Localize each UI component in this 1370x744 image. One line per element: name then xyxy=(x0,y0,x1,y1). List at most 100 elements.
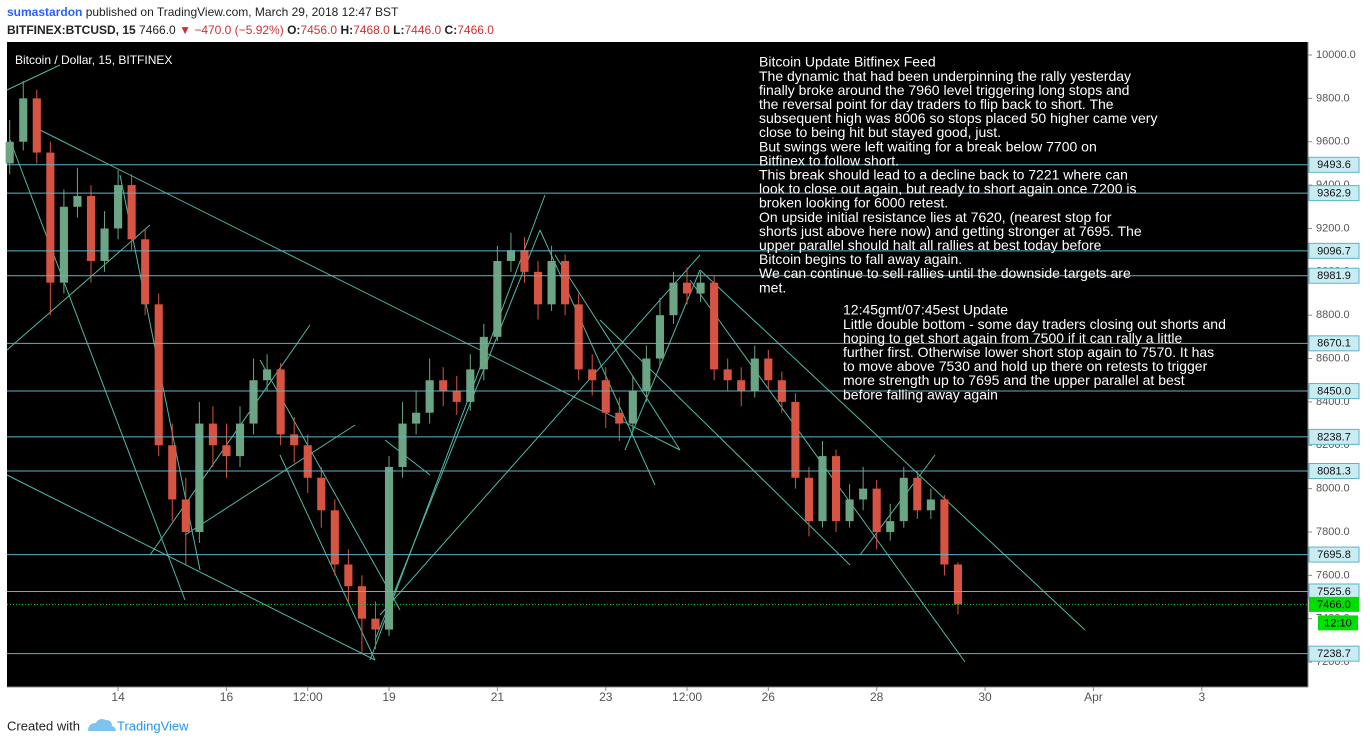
last-price-label: 7466.0 xyxy=(1317,599,1351,611)
x-tick-label: 26 xyxy=(762,690,776,704)
chart-title: Bitcoin / Dollar, 15, BITFINEX xyxy=(15,53,172,67)
trend-line xyxy=(184,424,356,536)
candle-body xyxy=(371,618,380,630)
candle-body xyxy=(899,477,908,522)
candle-body xyxy=(86,195,96,261)
candle-body xyxy=(344,564,353,587)
annotation-line: before falling away again xyxy=(843,386,998,402)
x-tick-label: 23 xyxy=(599,690,613,704)
annotation-line: broken looking for 6000 retest. xyxy=(759,195,948,211)
annotation-line: Bitcoin Update Bitfinex Feed xyxy=(759,54,936,70)
level-label-box xyxy=(1308,335,1360,352)
level-label-box xyxy=(1308,645,1360,662)
candle-body xyxy=(953,564,963,605)
footer-brand[interactable]: TradingView xyxy=(117,718,189,733)
trend-line xyxy=(554,254,681,451)
annotation-line: 12:45gmt/07:45est Update xyxy=(843,302,1008,318)
x-tick-label: 28 xyxy=(870,690,884,704)
tradingview-logo xyxy=(88,719,116,731)
trend-line xyxy=(39,129,681,451)
annotation-line: met. xyxy=(759,279,786,295)
level-label-box xyxy=(1308,546,1360,563)
candle-body xyxy=(831,456,841,522)
candle-body xyxy=(357,586,366,619)
trend-line xyxy=(279,454,376,661)
candle-body xyxy=(425,380,434,413)
candle-body xyxy=(235,423,245,457)
x-tick-label: 12:00 xyxy=(293,690,323,704)
candle-body xyxy=(398,423,407,467)
annotation-line: shorts just above here now) and getting … xyxy=(759,223,1142,239)
candle-body xyxy=(290,434,299,446)
ohlc-label: O: xyxy=(287,23,301,37)
candle-body xyxy=(845,499,854,522)
x-tick-label: 14 xyxy=(111,690,125,704)
candle-body xyxy=(615,412,624,424)
candle-body xyxy=(222,445,231,457)
candle-body xyxy=(669,282,678,316)
countdown-label: 12:10 xyxy=(1324,617,1352,629)
candle-body xyxy=(547,260,556,305)
author[interactable]: sumastardon xyxy=(7,5,83,19)
ohlc-value: 7456.0 xyxy=(300,23,338,37)
candle-body xyxy=(710,282,719,370)
trend-line xyxy=(6,224,151,351)
annotation-line: Little double bottom - some day traders … xyxy=(843,316,1226,332)
x-tick-label: Apr xyxy=(1084,690,1103,704)
ohlc-value: 7468.0 xyxy=(353,23,390,37)
candle-body xyxy=(317,477,326,511)
level-label: 7695.8 xyxy=(1317,549,1351,561)
level-label: 8238.7 xyxy=(1317,431,1351,443)
candle-body xyxy=(154,304,163,446)
level-label-box xyxy=(1308,383,1360,400)
x-tick-label: 12:00 xyxy=(672,690,702,704)
candle-body xyxy=(628,391,637,424)
level-label: 8081.3 xyxy=(1317,465,1351,477)
ohlc-value: 7466.0 xyxy=(457,23,494,37)
candle-body xyxy=(195,423,204,532)
published: published on TradingView.com, March 29, … xyxy=(85,5,399,19)
candle-body xyxy=(330,510,339,565)
candle-body xyxy=(303,445,312,478)
level-label: 8981.9 xyxy=(1317,270,1351,282)
candle-body xyxy=(791,401,800,478)
candle-body xyxy=(642,358,651,392)
x-tick-label: 30 xyxy=(978,690,992,704)
candle-body xyxy=(682,282,692,294)
candle-body xyxy=(439,380,448,392)
candle-body xyxy=(886,521,895,532)
annotation-line: Bitcoin begins to fall away again. xyxy=(759,251,962,267)
down-arrow: ▼ xyxy=(179,23,191,37)
header-line-2: BITFINEX:BTCUSD, 15 7466.0 ▼ −470.0 (−5.… xyxy=(7,21,494,39)
candle-body xyxy=(533,271,543,305)
candle-body xyxy=(168,445,177,500)
candle-body xyxy=(32,98,41,153)
header-line-1: sumastardon published on TradingView.com… xyxy=(7,3,494,21)
candle-body xyxy=(493,260,502,337)
annotation-line: On upside initial resistance lies at 762… xyxy=(759,209,1112,225)
trend-line xyxy=(599,319,851,566)
level-label: 8670.1 xyxy=(1317,338,1351,350)
level-label: 7238.7 xyxy=(1317,648,1351,660)
candle-body xyxy=(466,369,475,402)
level-label-box xyxy=(1308,462,1360,479)
candle-body xyxy=(574,304,583,370)
trend-line xyxy=(384,439,431,476)
candle-body xyxy=(263,369,272,381)
trend-line xyxy=(6,64,61,91)
candle-body xyxy=(859,488,868,500)
ohlc-label: H: xyxy=(340,23,354,37)
symbol: BITFINEX:BTCUSD, 15 xyxy=(7,23,136,37)
annotation-line: further first. Otherwise lower short sto… xyxy=(843,344,1214,360)
y-tick-label: 9200.0 xyxy=(1316,222,1350,234)
candle-body xyxy=(114,185,123,229)
annotation-line: to move above 7530 and hold up there on … xyxy=(843,358,1208,374)
candle-body xyxy=(141,239,150,305)
logo-cloud xyxy=(88,719,116,731)
annotation-line: Bitfinex to follow short. xyxy=(759,152,899,168)
y-tick-label: 8600.0 xyxy=(1316,352,1350,364)
